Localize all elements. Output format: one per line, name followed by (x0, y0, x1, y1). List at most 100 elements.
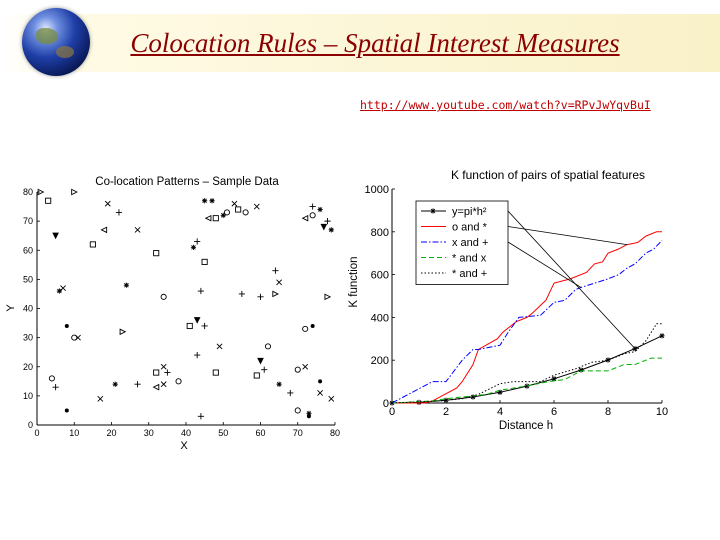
scatter-x-tick-label: 40 (181, 428, 191, 438)
scatter-point (276, 381, 282, 387)
scatter-point (216, 343, 223, 350)
k-title: K function of pairs of spatial features (451, 168, 645, 182)
scatter-point (201, 258, 208, 265)
scatter-point (153, 250, 160, 257)
scatter-point (310, 323, 315, 328)
scatter-point (301, 214, 309, 222)
k-series-line (392, 231, 662, 404)
k-series-line (391, 240, 663, 404)
scatter-point (45, 197, 52, 204)
scatter-x-tick-label: 30 (144, 428, 154, 438)
scatter-point (134, 381, 141, 388)
scatter-point (324, 293, 332, 301)
k-annotation-arrow (507, 241, 582, 288)
scatter-point (302, 363, 309, 370)
scatter-point (212, 369, 219, 376)
k-series-line (391, 335, 663, 404)
scatter-point (324, 218, 331, 225)
scatter-point (220, 212, 226, 218)
k-annotation-arrow (507, 210, 636, 349)
scatter-point (71, 334, 78, 341)
k-series-line (391, 357, 662, 404)
scatter-point (306, 414, 311, 419)
k-legend-marker (430, 208, 436, 214)
scatter-y-tick-label: 10 (23, 391, 33, 401)
scatter-point (164, 369, 171, 376)
scatter-point (134, 226, 141, 233)
k-y-tick-label: 600 (371, 270, 389, 282)
k-x-tick-label: 2 (443, 406, 449, 418)
scatter-point (294, 407, 301, 414)
k-x-tick-label: 4 (497, 406, 503, 418)
k-series-point (470, 394, 476, 400)
scatter-point (64, 323, 69, 328)
k-legend-label: * and x (452, 253, 487, 265)
scatter-point (204, 214, 212, 222)
k-annotation-arrow (507, 226, 627, 246)
scatter-point (264, 343, 272, 350)
k-series-point (443, 397, 449, 403)
scatter-xlabel: X (180, 440, 188, 452)
scatter-point (306, 410, 312, 416)
scatter-point (123, 282, 129, 288)
scatter-point (294, 366, 301, 373)
scatter-point (257, 357, 264, 365)
scatter-point (175, 378, 182, 385)
k-x-tick-label: 8 (605, 406, 611, 418)
k-x-tick-label: 6 (551, 406, 557, 418)
scatter-point (302, 325, 309, 332)
k-series-point (605, 357, 611, 363)
scatter-point (104, 200, 111, 207)
globe-icon (22, 8, 90, 76)
scatter-x-tick-label: 70 (293, 428, 303, 438)
scatter-point (152, 383, 160, 391)
k-legend-label: o and * (452, 222, 488, 234)
scatter-x-tick-label: 50 (218, 428, 228, 438)
scatter-x-tick-label: 60 (255, 428, 265, 438)
scatter-point (100, 226, 108, 234)
k-function-chart: K function of pairs of spatial features … (348, 168, 668, 432)
scatter-point (261, 366, 268, 373)
k-series-point (551, 376, 557, 382)
scatter-point (89, 241, 96, 248)
scatter-point (223, 209, 231, 216)
scatter-y-tick-label: 60 (23, 245, 33, 255)
scatter-point (317, 390, 324, 396)
k-legend-box (415, 200, 509, 285)
scatter-point (37, 188, 45, 196)
slide-title: Colocation Rules – Spatial Interest Meas… (130, 28, 620, 58)
scatter-x-tick-label: 10 (69, 428, 79, 438)
header-bar (0, 14, 720, 72)
scatter-point (272, 267, 279, 274)
scatter-point (160, 363, 167, 370)
scatter-point (209, 198, 215, 204)
scatter-point (317, 206, 323, 213)
k-x-tick-label: 0 (389, 406, 395, 418)
scatter-point (197, 287, 204, 295)
scatter-point (119, 328, 127, 336)
scatter-point (52, 232, 59, 240)
k-ylabel: K function (348, 256, 360, 307)
scatter-point (60, 285, 66, 292)
k-y-tick-label: 1000 (365, 184, 389, 196)
scatter-point (253, 203, 260, 210)
scatter-point (153, 369, 160, 376)
scatter-point (56, 288, 62, 294)
video-link[interactable]: http://www.youtube.com/watch?v=RPvJwYqvB… (360, 98, 651, 112)
k-y-tick-label: 0 (383, 398, 389, 410)
scatter-point (320, 223, 328, 231)
scatter-point (287, 389, 294, 397)
scatter-point (197, 413, 204, 420)
scatter-y-tick-label: 0 (28, 420, 33, 430)
scatter-point (328, 227, 334, 233)
scatter-point (238, 290, 245, 298)
scatter-point (48, 375, 55, 382)
scatter-y-tick-label: 20 (23, 362, 33, 372)
k-y-tick-label: 800 (371, 227, 389, 239)
scatter-y-tick-label: 80 (23, 187, 33, 197)
scatter-point (97, 395, 104, 402)
scatter-point (318, 379, 323, 384)
scatter-point (328, 395, 335, 402)
k-series-point (497, 389, 503, 395)
k-series-point (416, 399, 422, 405)
